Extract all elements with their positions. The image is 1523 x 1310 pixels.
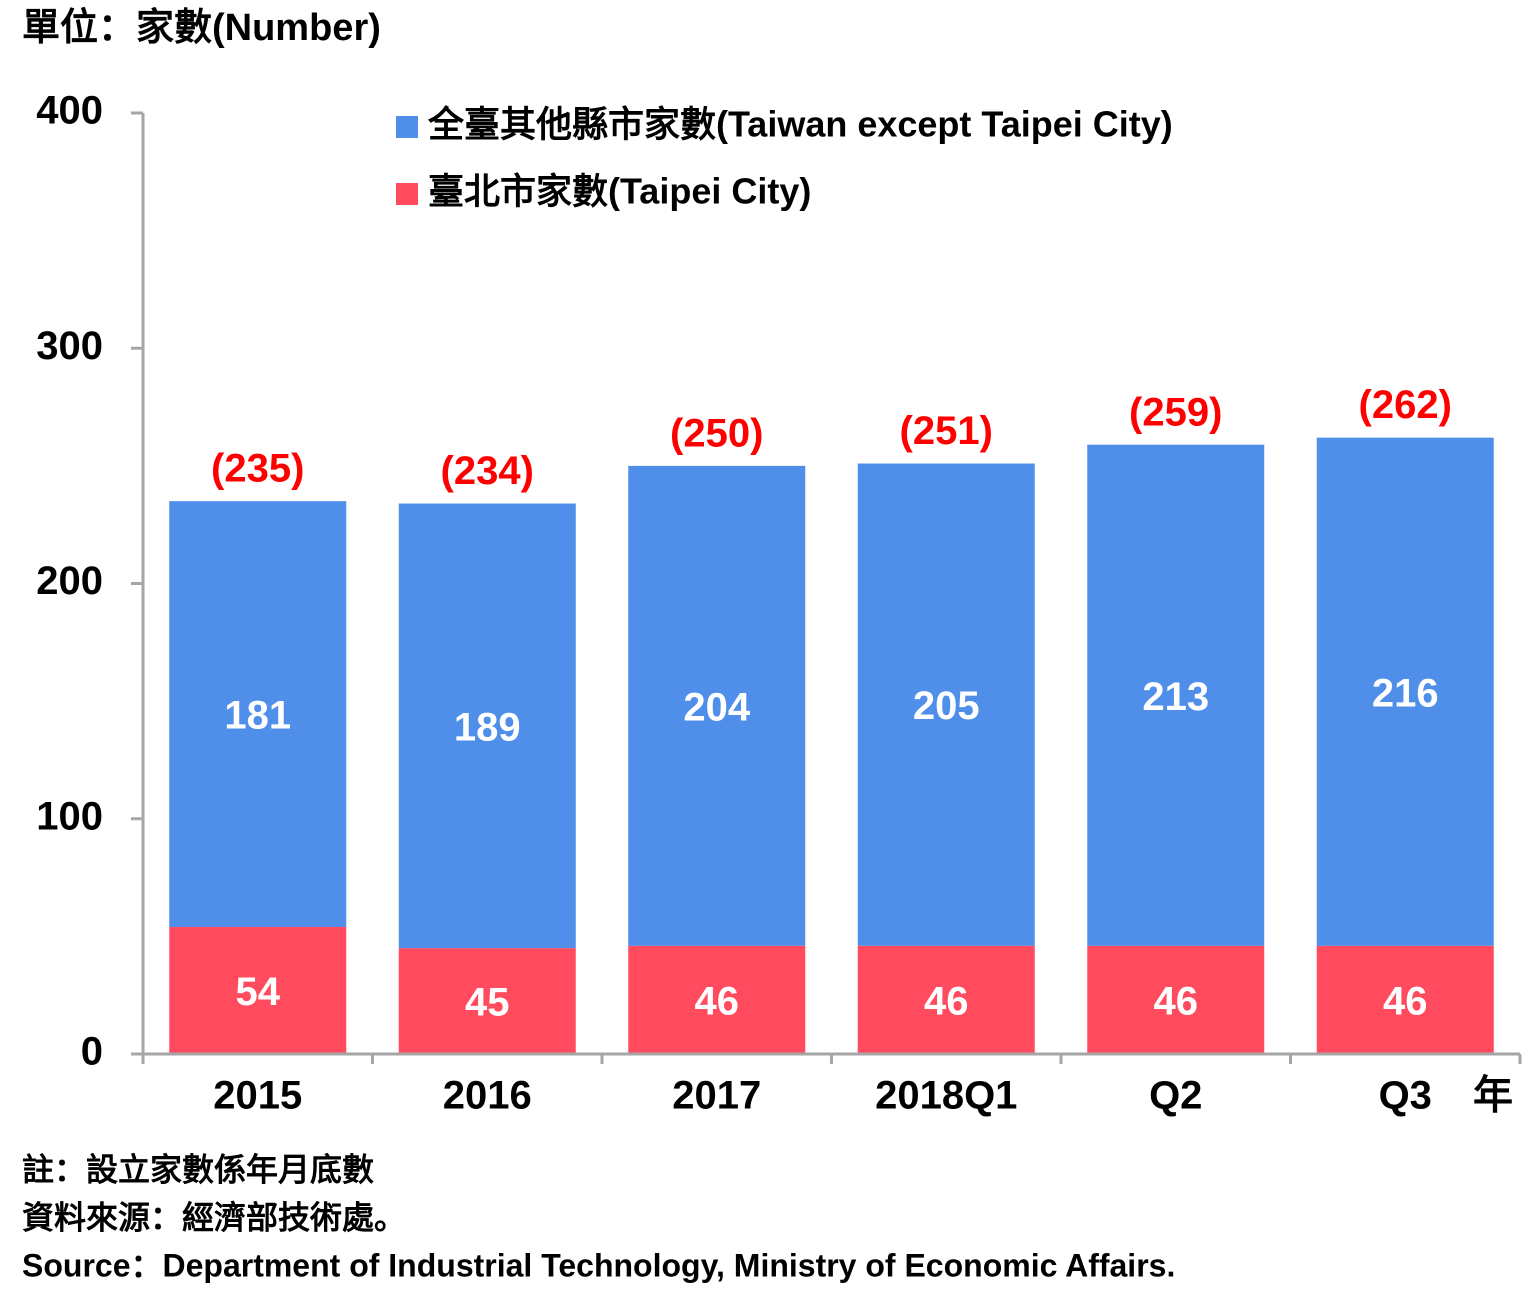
data-label: 189 (454, 705, 521, 749)
x-unit: 年 (1473, 1074, 1513, 1118)
total-label: (251) (900, 409, 993, 453)
y-tick-label: 100 (36, 794, 103, 838)
total-label: (234) (441, 449, 534, 493)
data-label: 181 (224, 694, 291, 738)
x-tick-label: Q2 (1149, 1074, 1202, 1118)
data-label: 204 (683, 685, 750, 729)
bar-segment (169, 501, 347, 927)
data-label: 46 (1383, 979, 1428, 1023)
data-label: 45 (465, 981, 510, 1025)
y-tick-label: 300 (36, 324, 103, 368)
bar-segment (857, 945, 1035, 1054)
data-label: 205 (913, 684, 980, 728)
bar-segment (398, 948, 576, 1054)
total-label: (259) (1129, 390, 1222, 434)
bar-segment (398, 503, 576, 949)
y-tick-label: 400 (36, 89, 103, 133)
x-tick-label: 2016 (443, 1074, 532, 1118)
unit-label: 單位：家數(Number) (22, 7, 381, 49)
bar-segment (857, 463, 1035, 946)
note: 資料來源：經濟部技術處。 (22, 1199, 406, 1235)
x-tick-label: 2017 (672, 1074, 761, 1118)
bar-segment (169, 926, 347, 1054)
legend-swatch (396, 183, 418, 205)
bar-segment (1087, 945, 1265, 1054)
legend-label: 全臺其他縣市家數(Taiwan except Taipei City) (427, 104, 1173, 145)
bar-segment (1316, 437, 1494, 946)
data-label: 54 (236, 970, 281, 1014)
x-tick-label: 2015 (213, 1074, 302, 1118)
data-label: 46 (924, 979, 969, 1023)
total-label: (250) (670, 411, 763, 455)
data-label: 213 (1142, 675, 1209, 719)
legend-swatch (396, 116, 418, 138)
bar-segment (628, 945, 806, 1054)
y-tick-label: 0 (81, 1030, 103, 1074)
y-tick-label: 200 (36, 559, 103, 603)
bar-segment (1087, 444, 1265, 946)
total-label: (235) (211, 447, 304, 491)
total-label: (262) (1359, 383, 1452, 427)
x-tick-label: 2018Q1 (875, 1074, 1017, 1118)
note: 註：設立家數係年月底數 (22, 1151, 374, 1187)
bar-segment (628, 465, 806, 946)
data-label: 46 (1154, 979, 1199, 1023)
bar-segment (1316, 945, 1494, 1054)
legend-label: 臺北市家數(Taipei City) (428, 171, 811, 212)
data-label: 216 (1372, 671, 1439, 715)
note: Source：Department of Industrial Technolo… (22, 1247, 1175, 1283)
x-tick-label: Q3 (1379, 1074, 1432, 1118)
data-label: 46 (695, 979, 740, 1023)
